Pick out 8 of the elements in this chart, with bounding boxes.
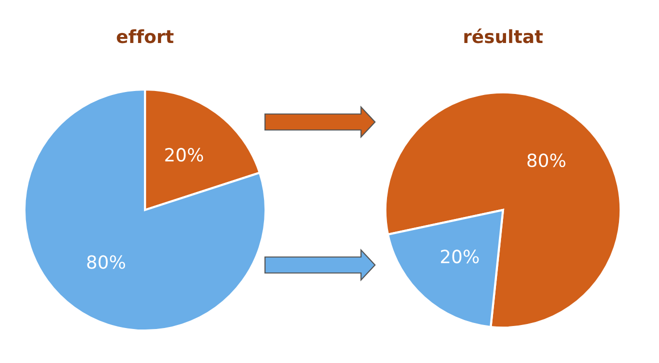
data-label: 80% (527, 153, 566, 168)
chart-title: résultat (464, 28, 543, 44)
data-label: 80% (87, 255, 126, 269)
pie-slice (384, 91, 622, 329)
pie-slice (23, 88, 267, 332)
data-label: 20% (165, 148, 204, 162)
chart-title: effort (116, 29, 174, 44)
data-label: 20% (440, 250, 479, 264)
